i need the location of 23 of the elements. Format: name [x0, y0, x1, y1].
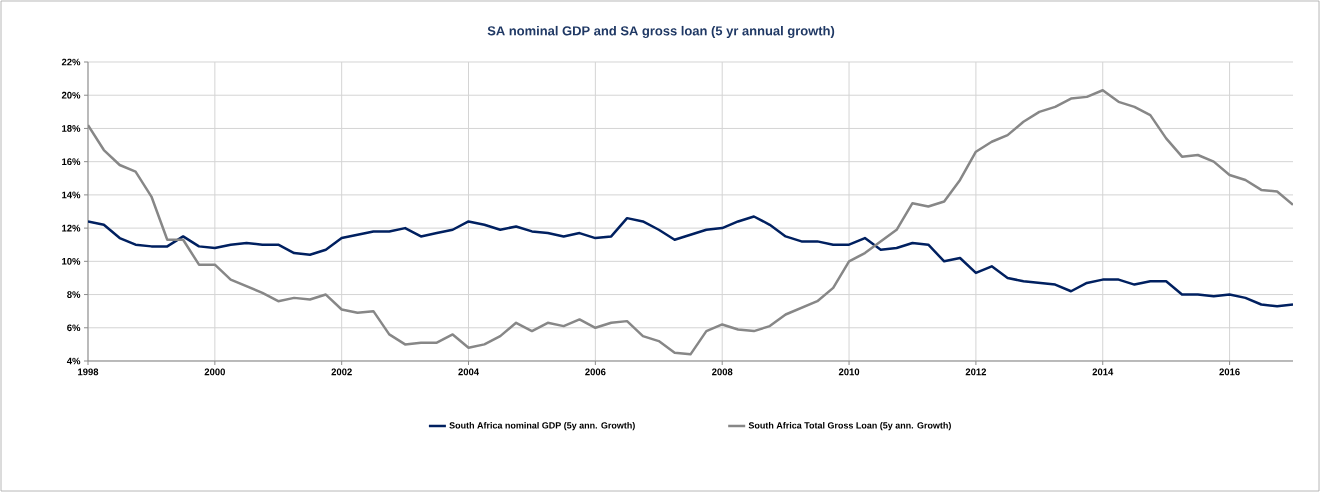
x-tick-label: 2008 — [712, 368, 733, 376]
x-tick-label: 2014 — [1092, 368, 1114, 376]
x-tick-label: 2002 — [331, 368, 352, 376]
y-tick-label: 22% — [61, 58, 81, 66]
y-tick-label: 20% — [61, 91, 81, 99]
y-tick-label: 12% — [62, 224, 81, 232]
x-tick-label: 2000 — [204, 368, 225, 376]
x-tick-label: 2010 — [838, 368, 860, 376]
y-tick-label: 18% — [62, 125, 81, 132]
y-tick-label: 4% — [66, 357, 81, 365]
legend-label: South Africa Total Gross Loan (5y ann. Growth) — [748, 421, 951, 431]
x-tick-label: 2004 — [458, 368, 479, 376]
y-tick-label: 16% — [62, 158, 81, 166]
y-tick-label: 8% — [67, 291, 81, 298]
legend-label: South Africa nominal GDP (5y ann. Growth) — [449, 421, 635, 431]
x-tick-label: 2016 — [1219, 368, 1240, 376]
x-tick-label: 1998 — [78, 368, 99, 376]
y-tick-label: 10% — [62, 257, 81, 265]
y-tick-label: 14% — [62, 191, 81, 199]
chart-title: SA nominal GDP and SA gross loan (5 yr annual growth) — [487, 25, 835, 39]
x-tick-label: 2006 — [585, 368, 606, 376]
x-tick-label: 2012 — [965, 368, 987, 376]
y-tick-label: 6% — [67, 324, 81, 332]
